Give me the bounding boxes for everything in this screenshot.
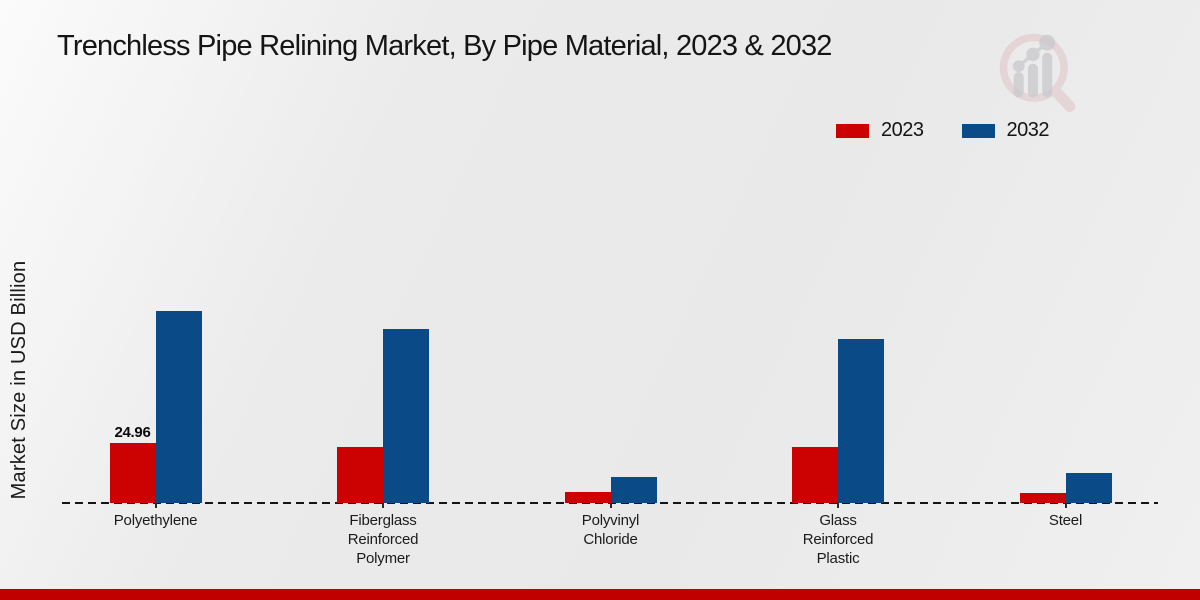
- legend-label: 2023: [881, 119, 924, 141]
- legend-item-2023: 2023: [836, 119, 924, 142]
- category-label-line: Steel: [1048, 512, 1083, 529]
- category-label-polyvinyl-chloride: Polyvinyl Chloride: [531, 511, 691, 549]
- bar-value-label: 24.96: [114, 424, 151, 442]
- magnifier-bar-chart-logo: [999, 33, 1076, 112]
- category-label-polyethylene: Polyethylene: [76, 511, 236, 530]
- legend-label: 2032: [1006, 119, 1050, 141]
- category-label-line: Reinforced: [347, 531, 419, 548]
- bar-2032-polyethylene: [155, 311, 202, 503]
- legend-swatch-2023: [836, 123, 869, 138]
- x-axis-tick: [1064, 503, 1067, 508]
- category-label-glass-reinforced-plastic: Glass Reinforced Plastic: [758, 511, 918, 568]
- magnifier-ring-icon: [999, 33, 1068, 102]
- bar-2032-steel: [1065, 473, 1112, 503]
- category-label-line: Reinforced: [802, 531, 874, 548]
- legend-swatch-2032: [961, 123, 995, 138]
- magnifier-handle-icon: [1050, 85, 1076, 112]
- bar-2023-polyethylene: [109, 443, 156, 503]
- footer-accent-bar: [0, 589, 1200, 600]
- category-label-line: Chloride: [583, 531, 638, 548]
- y-axis-label: Market Size in USD Billion: [8, 260, 30, 500]
- category-label-line: Polyvinyl: [581, 512, 640, 529]
- x-axis-tick: [837, 503, 839, 508]
- x-axis-tick: [382, 503, 384, 508]
- bar-2032-fiberglass-reinforced-polymer: [383, 329, 429, 503]
- chart-title: Trenchless Pipe Relining Market, By Pipe…: [57, 30, 832, 62]
- x-axis-tick: [154, 503, 157, 508]
- legend: 2023 2032: [836, 119, 1049, 142]
- bar-2023-fiberglass-reinforced-polymer: [337, 446, 383, 503]
- x-axis-tick: [609, 503, 612, 508]
- bar-2023-steel: [1019, 492, 1066, 503]
- category-label-steel: Steel: [986, 511, 1146, 530]
- bar-2023-glass-reinforced-plastic: [792, 446, 838, 503]
- bar-chart-glyph-icon: [1012, 34, 1056, 98]
- legend-item-2032: 2032: [961, 119, 1050, 142]
- bar-2032-polyvinyl-chloride: [610, 477, 657, 503]
- category-label-line: Glass: [819, 512, 857, 529]
- category-label-line: Polymer: [356, 550, 410, 567]
- category-label-line: Polyethylene: [113, 512, 198, 529]
- category-label-line: Plastic: [816, 550, 860, 567]
- bar-2023-polyvinyl-chloride: [564, 492, 611, 503]
- category-label-line: Fiberglass: [349, 512, 417, 529]
- category-label-fiberglass-reinforced-polymer: Fiberglass Reinforced Polymer: [303, 511, 463, 568]
- bar-2032-glass-reinforced-plastic: [838, 338, 884, 503]
